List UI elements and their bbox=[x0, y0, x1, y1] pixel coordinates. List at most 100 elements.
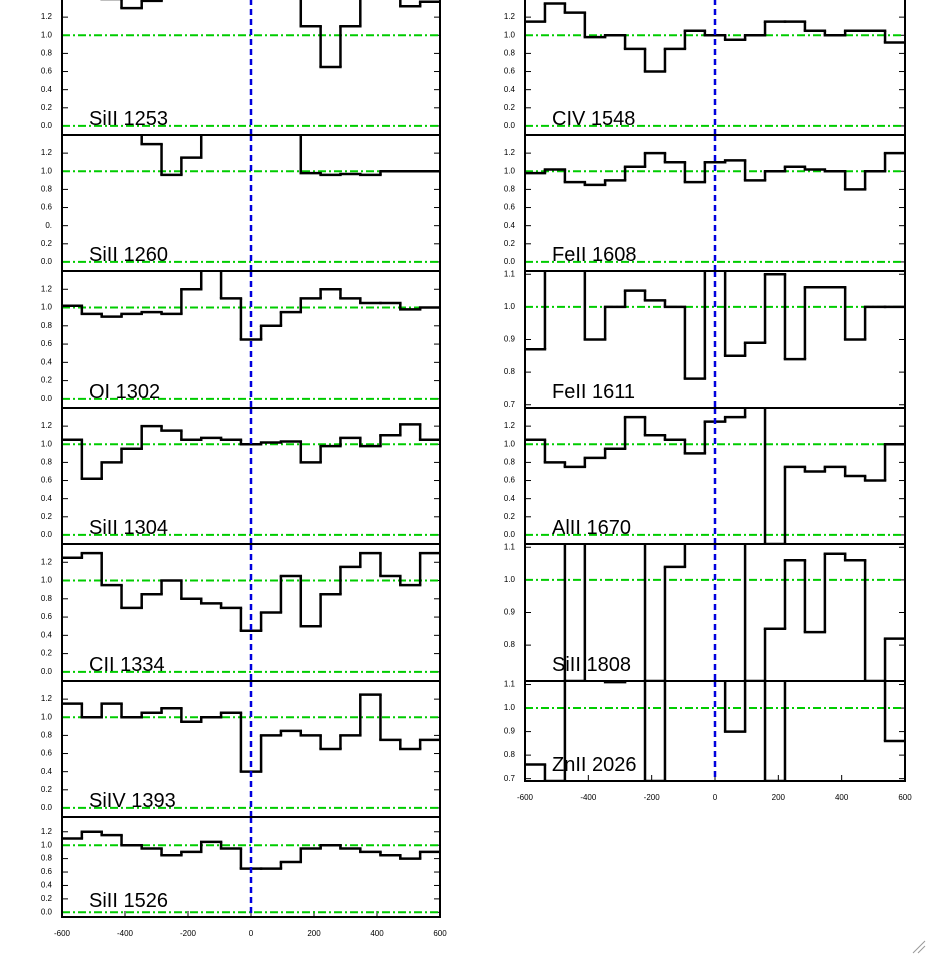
panel: 0.0 0.2 0.4 0.6 0.8 1.0 1.2 CIV 1548 bbox=[504, 0, 906, 136]
panel-label: SiIV 1393 bbox=[89, 790, 176, 812]
panel-label: CIV 1548 bbox=[552, 108, 635, 130]
y-tick-label: 0.6 bbox=[504, 476, 516, 485]
y-tick-label: 0.0 bbox=[504, 530, 516, 539]
y-tick-label: 0.4 bbox=[41, 881, 53, 890]
y-tick-label: 1.1 bbox=[504, 680, 516, 689]
y-tick-label: 0.9 bbox=[504, 335, 516, 344]
y-tick-label: 0.4 bbox=[41, 630, 53, 639]
panel-frame bbox=[524, 680, 906, 782]
y-tick-label: 0.0 bbox=[41, 667, 53, 676]
panel: 0.8 0.9 1.0 1.1 SiII 1808 bbox=[504, 542, 906, 682]
x-tick-label: -200 bbox=[180, 929, 197, 938]
y-tick-label: 0.2 bbox=[504, 103, 516, 112]
y-tick-label: 0.6 bbox=[504, 203, 516, 212]
resize-grip bbox=[912, 940, 926, 954]
y-tick-label: 0.8 bbox=[41, 731, 53, 740]
x-tick-label: 600 bbox=[433, 929, 447, 938]
y-tick-label: 0.0 bbox=[41, 530, 53, 539]
plot-area bbox=[62, 0, 440, 135]
panel-label: SiII 1808 bbox=[552, 654, 631, 676]
x-tick-label: -400 bbox=[580, 793, 597, 802]
panel: 0.0 0.2 0.4 0.6 0.8 1.0 1.2 CII 1334 bbox=[41, 543, 441, 682]
panel: 0.7 0.8 0.9 1.0 1.1 -600 -400 -200 0 200 400 600 ZnI… bbox=[504, 680, 912, 802]
y-tick-label: 1.2 bbox=[41, 421, 53, 430]
panel-label: FeII 1608 bbox=[552, 244, 637, 266]
y-tick-label: 0. bbox=[45, 221, 52, 230]
panel: 0.0 0.2 0.4 0.6 0.8 1.0 1.2 SiII 1253 bbox=[41, 0, 441, 136]
panel: 0.0 0.2 0.4 0.6 0.8 1.0 1.2 SiII 1304 bbox=[41, 407, 441, 545]
panel-label: SiII 1304 bbox=[89, 517, 168, 539]
y-tick-label: 0.6 bbox=[41, 203, 53, 212]
y-tick-label: 1.0 bbox=[41, 576, 53, 585]
x-tick-label: -200 bbox=[644, 793, 661, 802]
panel-label: SiII 1253 bbox=[89, 108, 168, 130]
y-tick-label: 0.8 bbox=[41, 49, 53, 58]
panel-label: OI 1302 bbox=[89, 381, 160, 403]
y-tick-label: 1.2 bbox=[41, 284, 53, 293]
y-tick-label: 1.0 bbox=[504, 703, 516, 712]
y-tick-label: 0.4 bbox=[41, 494, 53, 503]
y-tick-label: 0.4 bbox=[41, 767, 53, 776]
y-tick-label: 0.7 bbox=[504, 400, 516, 409]
panel-label: ZnII 2026 bbox=[552, 754, 637, 776]
y-tick-label: 1.2 bbox=[504, 148, 516, 157]
y-tick-label: 0.2 bbox=[41, 103, 53, 112]
y-tick-label: 0.4 bbox=[41, 85, 53, 94]
y-tick-label: 1.2 bbox=[41, 827, 53, 836]
panel-label: CII 1334 bbox=[89, 654, 165, 676]
y-tick-label: 0.7 bbox=[504, 774, 516, 783]
panel: 0.0 0.2 0.4 0.6 0.8 1.0 1.2 SiIV 1393 bbox=[41, 680, 441, 818]
panel: 0.7 0.8 0.9 1.0 1.1 FeII 1611 bbox=[504, 269, 906, 409]
y-tick-label: 1.0 bbox=[504, 575, 516, 584]
y-tick-label: 1.2 bbox=[41, 557, 53, 566]
plot-area bbox=[62, 544, 440, 681]
y-tick-label: 0.2 bbox=[41, 894, 53, 903]
y-tick-label: 0.4 bbox=[504, 85, 516, 94]
y-tick-label: 0.8 bbox=[504, 367, 516, 376]
y-tick-label: 0.0 bbox=[41, 907, 53, 916]
plot-area bbox=[62, 408, 440, 544]
x-tick-label: 200 bbox=[772, 793, 786, 802]
panel: 0.0 0.2 0.4 0.6 0.8 1.0 1.2 FeII 1608 bbox=[504, 134, 906, 272]
panel: 0.0 0.2 0. 0.6 0.8 1.0 1.2 SiII 1260 bbox=[41, 134, 441, 272]
y-tick-label: 0.6 bbox=[41, 476, 53, 485]
plot-area bbox=[62, 681, 440, 817]
y-tick-label: 0.6 bbox=[41, 612, 53, 621]
y-tick-label: 1.0 bbox=[41, 30, 53, 39]
y-tick-label: 0.4 bbox=[41, 357, 53, 366]
y-tick-label: 0.9 bbox=[504, 727, 516, 736]
y-tick-label: 0.8 bbox=[504, 49, 516, 58]
y-tick-label: 0.6 bbox=[41, 67, 53, 76]
panel: 0.0 0.2 0.4 0.6 0.8 1.0 1.2 AlII 1670 bbox=[504, 407, 906, 545]
y-tick-label: 1.0 bbox=[41, 439, 53, 448]
panel-label: SiII 1526 bbox=[89, 890, 168, 912]
y-tick-label: 1.0 bbox=[504, 30, 516, 39]
y-tick-label: 0.2 bbox=[504, 512, 516, 521]
x-tick-label: 0 bbox=[713, 793, 718, 802]
panel: 0.0 0.2 0.4 0.6 0.8 1.0 1.2 -600 -400 -200 0 200 400… bbox=[41, 816, 447, 938]
x-tick-label: 400 bbox=[835, 793, 849, 802]
y-tick-label: 1.0 bbox=[504, 166, 516, 175]
x-tick-label: 200 bbox=[307, 929, 321, 938]
y-tick-label: 1.1 bbox=[504, 542, 516, 551]
y-tick-label: 0.8 bbox=[504, 458, 516, 467]
y-tick-label: 1.0 bbox=[41, 712, 53, 721]
y-tick-label: 1.0 bbox=[41, 166, 53, 175]
y-tick-label: 1.1 bbox=[504, 269, 516, 278]
y-tick-label: 0.6 bbox=[41, 749, 53, 758]
y-tick-label: 0.0 bbox=[41, 394, 53, 403]
x-tick-label: -400 bbox=[117, 929, 134, 938]
y-tick-label: 0.8 bbox=[504, 185, 516, 194]
y-tick-label: 1.2 bbox=[504, 421, 516, 430]
y-tick-label: 1.0 bbox=[504, 302, 516, 311]
y-tick-label: 0.0 bbox=[504, 257, 516, 266]
panel-label: AlII 1670 bbox=[552, 517, 631, 539]
panel-label: SiII 1260 bbox=[89, 244, 168, 266]
y-tick-label: 0.0 bbox=[504, 121, 516, 130]
y-tick-label: 0.8 bbox=[504, 750, 516, 759]
y-tick-label: 1.0 bbox=[504, 439, 516, 448]
y-tick-label: 0.2 bbox=[41, 376, 53, 385]
x-tick-label: -600 bbox=[517, 793, 534, 802]
y-tick-label: 0.8 bbox=[504, 640, 516, 649]
